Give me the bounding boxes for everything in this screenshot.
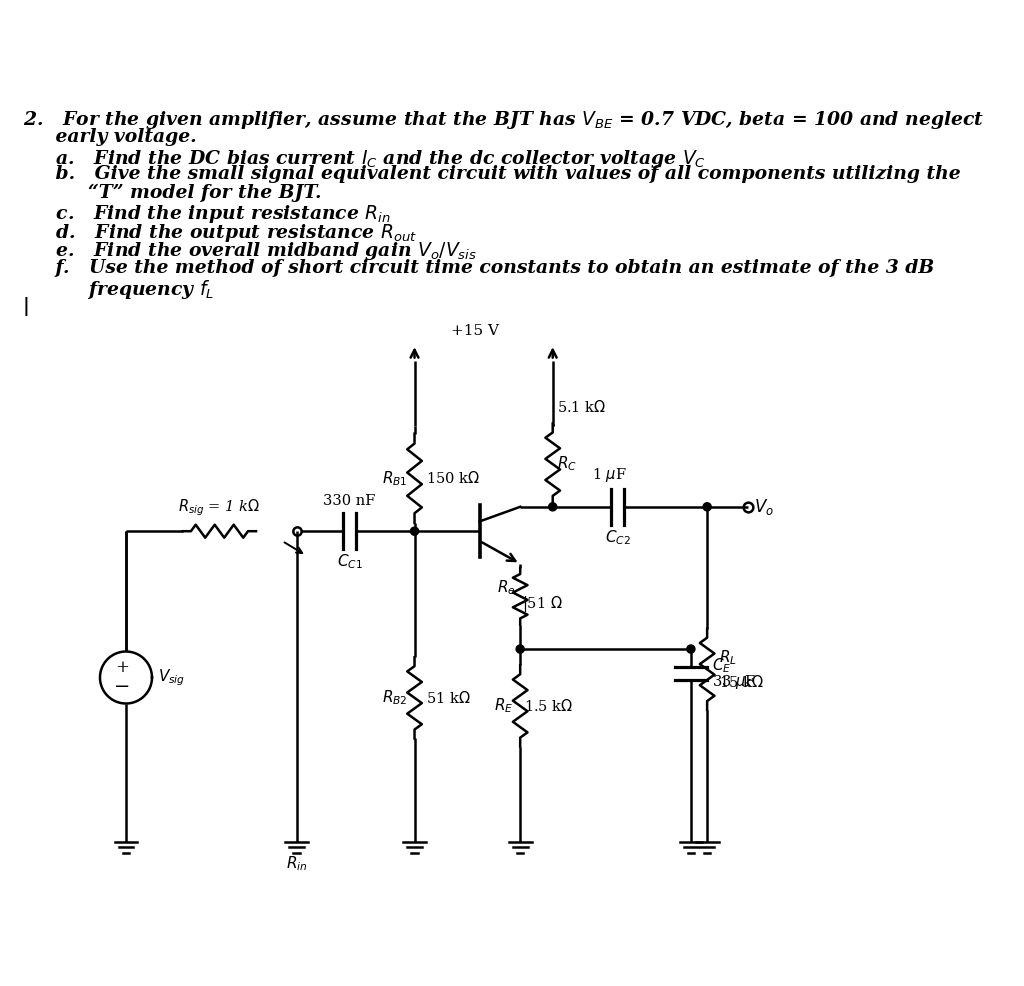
Text: $V_o$: $V_o$	[755, 497, 774, 517]
Text: early voltage.: early voltage.	[23, 128, 197, 146]
Text: 330 nF: 330 nF	[324, 494, 376, 509]
Text: $C_E$: $C_E$	[712, 656, 731, 674]
Text: +: +	[115, 660, 129, 676]
Text: $V_{sig}$: $V_{sig}$	[159, 668, 185, 688]
Text: a.   Find the DC bias current $I_C$ and the dc collector voltage $V_C$: a. Find the DC bias current $I_C$ and th…	[23, 148, 706, 170]
Text: frequency $f_L$: frequency $f_L$	[23, 278, 214, 301]
Text: 33 $\mu$F: 33 $\mu$F	[712, 672, 756, 690]
Text: $R_e$: $R_e$	[498, 579, 516, 598]
Text: +15 V: +15 V	[452, 323, 500, 338]
Text: $R_{sig}$ = 1 k$\Omega$: $R_{sig}$ = 1 k$\Omega$	[178, 498, 260, 519]
Text: 2.   For the given amplifier, assume that the BJT has $V_{BE}$ = 0.7 VDC, beta =: 2. For the given amplifier, assume that …	[23, 108, 984, 130]
Circle shape	[687, 645, 695, 653]
Text: f.   Use the method of short circuit time constants to obtain an estimate of the: f. Use the method of short circuit time …	[23, 259, 934, 277]
Circle shape	[549, 503, 557, 511]
Text: $R_C$: $R_C$	[557, 455, 577, 473]
Text: $R_L$: $R_L$	[719, 648, 736, 667]
Text: 150 k$\Omega$: 150 k$\Omega$	[426, 470, 480, 486]
Text: $R_{B2}$: $R_{B2}$	[382, 688, 408, 707]
Circle shape	[703, 503, 712, 511]
Text: $C_{C1}$: $C_{C1}$	[337, 552, 362, 571]
Text: 1 $\mu$F: 1 $\mu$F	[592, 466, 627, 484]
Text: $R_{in}$: $R_{in}$	[286, 855, 307, 874]
Circle shape	[516, 645, 524, 653]
Text: d.   Find the output resistance $R_{out}$: d. Find the output resistance $R_{out}$	[23, 222, 417, 244]
Text: b.   Give the small signal equivalent circuit with values of all components util: b. Give the small signal equivalent circ…	[23, 166, 961, 183]
Text: $C_{C2}$: $C_{C2}$	[605, 528, 631, 546]
Text: e.   Find the overall midband gain $V_o/V_{sis}$: e. Find the overall midband gain $V_o/V_…	[23, 241, 477, 262]
Text: 5.1 k$\Omega$: 5.1 k$\Omega$	[557, 399, 606, 415]
Text: “T” model for the BJT.: “T” model for the BJT.	[23, 184, 322, 202]
Text: 15 k$\Omega$: 15 k$\Omega$	[719, 673, 763, 689]
Text: $|$51 $\Omega$: $|$51 $\Omega$	[522, 595, 562, 614]
Text: 1.5 k$\Omega$: 1.5 k$\Omega$	[524, 698, 573, 714]
Text: c.   Find the input resistance $R_{in}$: c. Find the input resistance $R_{in}$	[23, 203, 390, 225]
Text: −: −	[114, 678, 130, 696]
Text: |: |	[23, 297, 30, 317]
Text: $R_E$: $R_E$	[495, 696, 514, 715]
Text: 51 k$\Omega$: 51 k$\Omega$	[426, 690, 470, 706]
Circle shape	[411, 528, 419, 535]
Text: $R_{B1}$: $R_{B1}$	[382, 469, 408, 488]
